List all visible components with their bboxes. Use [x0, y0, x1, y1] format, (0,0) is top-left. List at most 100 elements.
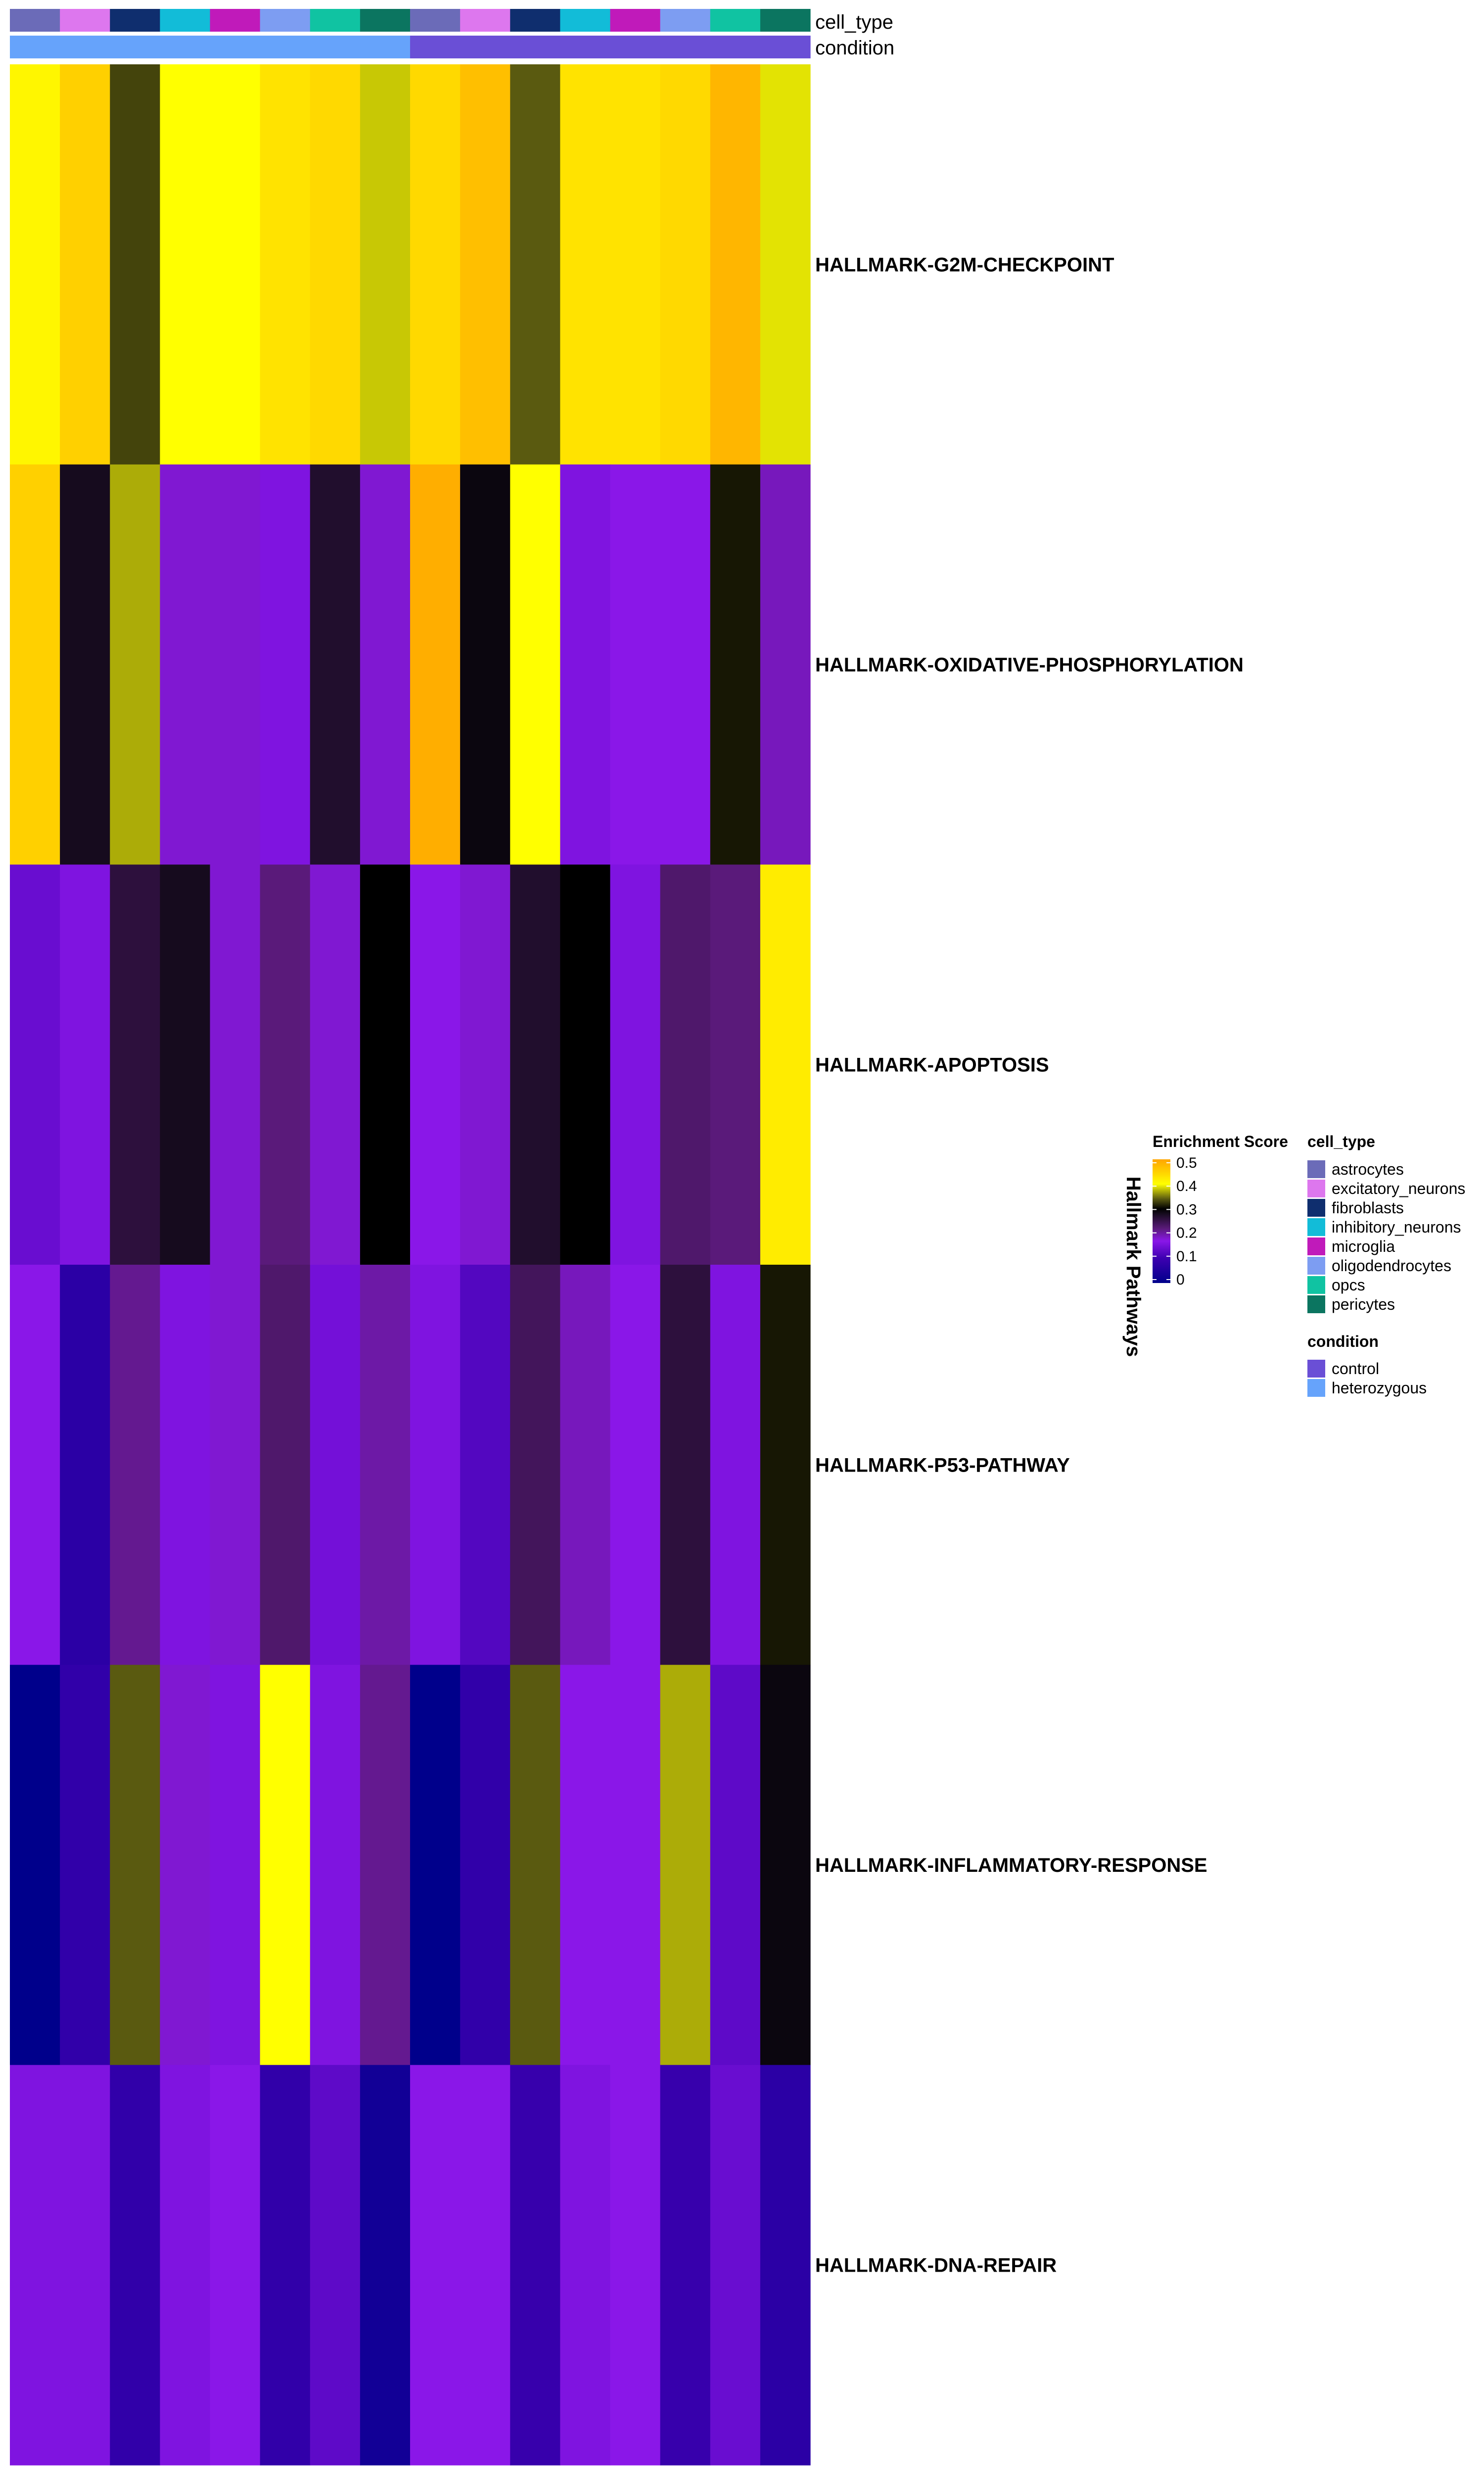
heatmap-cell [10, 464, 60, 865]
heatmap-cell [560, 2065, 611, 2466]
cell-type-annotation-cell [110, 9, 160, 32]
condition-annotation-cell [710, 36, 761, 58]
cell-type-annotation-cell [660, 9, 711, 32]
cell-type-annotation-cell [560, 9, 611, 32]
heatmap-cell [610, 64, 661, 465]
heatmap-cell [110, 864, 160, 1265]
legend-swatch [1307, 1199, 1325, 1217]
heatmap-cell [60, 1665, 110, 2065]
legend-label: inhibitory_neurons [1332, 1218, 1461, 1236]
condition-annotation-cell [610, 36, 661, 58]
heatmap-cell [210, 464, 261, 865]
heatmap-cell [160, 1265, 211, 1665]
heatmap-cell [410, 864, 461, 1265]
cell-type-annotation-cell [410, 9, 461, 32]
heatmap-cell [210, 1665, 261, 2065]
heatmap-cell [260, 1665, 311, 2065]
condition-annotation-cell [460, 36, 510, 58]
cell-type-annotation-cell [760, 9, 811, 32]
heatmap-cell [10, 864, 60, 1265]
heatmap-cell [10, 1265, 60, 1665]
heatmap-cell [360, 464, 411, 865]
condition-legend-title: condition [1307, 1332, 1379, 1350]
heatmap-cell [660, 64, 711, 465]
legend-label: pericytes [1332, 1295, 1395, 1313]
heatmap-cell [460, 64, 510, 465]
heatmap-cell [60, 64, 110, 465]
heatmap-cell [610, 1265, 661, 1665]
heatmap-cell [210, 2065, 261, 2466]
heatmap-cell [410, 1265, 461, 1665]
heatmap-cell [660, 464, 711, 865]
heatmap-cell [410, 1665, 461, 2065]
heatmap-cell [760, 2065, 811, 2466]
heatmap-cell [60, 864, 110, 1265]
row-label: HALLMARK-INFLAMMATORY-RESPONSE [815, 1855, 1207, 1876]
row-label: HALLMARK-G2M-CHECKPOINT [815, 254, 1114, 276]
legend-label: oligodendrocytes [1332, 1257, 1451, 1275]
heatmap-cell [260, 864, 311, 1265]
legend-label: microglia [1332, 1237, 1395, 1255]
heatmap-cell [260, 1265, 311, 1665]
cell-type-annotation-cell [260, 9, 311, 32]
heatmap-cell [560, 464, 611, 865]
heatmap-cell [210, 64, 261, 465]
heatmap-cell [360, 1665, 411, 2065]
heatmap-cell [610, 2065, 661, 2466]
heatmap-cell [210, 864, 261, 1265]
row-label: HALLMARK-DNA-REPAIR [815, 2255, 1057, 2277]
color-scale-tick-label: 0.5 [1176, 1155, 1197, 1171]
condition-annotation-cell [660, 36, 711, 58]
color-scale-tick-label: 0.1 [1176, 1248, 1197, 1265]
heatmap-cell [760, 64, 811, 465]
heatmap-cell [410, 64, 461, 465]
cell-type-annotation-cell [60, 9, 110, 32]
cell-type-annotation-cell [10, 9, 60, 32]
color-scale-tick-label: 0.4 [1176, 1178, 1197, 1194]
heatmap-cell [460, 464, 510, 865]
cell-type-annotation-cell [510, 9, 560, 32]
heatmap-cell [710, 64, 761, 465]
heatmap-cell [260, 464, 311, 865]
heatmap-cell [110, 2065, 160, 2466]
heatmap-cell [760, 1265, 811, 1665]
row-title: Hallmark Pathways [1122, 1177, 1144, 1357]
condition-annotation-cell [210, 36, 261, 58]
heatmap-cell [310, 464, 361, 865]
condition-annotation-cell [360, 36, 411, 58]
heatmap-cell [110, 464, 160, 865]
heatmap-cell [260, 64, 311, 465]
cell-type-annotation-cell [460, 9, 510, 32]
heatmap-cell [610, 864, 661, 1265]
heatmap-cell [110, 1665, 160, 2065]
heatmap-cell [660, 1665, 711, 2065]
heatmap-cell [260, 2065, 311, 2466]
condition-annotation-cell [760, 36, 811, 58]
condition-annotation-label: condition [815, 37, 894, 59]
heatmap-cell [610, 1665, 661, 2065]
heatmap-cell [510, 864, 560, 1265]
heatmap-cell [410, 2065, 461, 2466]
heatmap-cell [110, 64, 160, 465]
heatmap-cell [660, 864, 711, 1265]
heatmap-cell [510, 464, 560, 865]
cell-type-annotation-cell [360, 9, 411, 32]
cell-type-annotation-cell [710, 9, 761, 32]
heatmap-cell [310, 1665, 361, 2065]
heatmap-cell [210, 1265, 261, 1665]
color-scale-bar [1153, 1159, 1170, 1283]
heatmap-cell [160, 464, 211, 865]
color-scale-title: Enrichment Score [1153, 1133, 1288, 1150]
heatmap-cell [360, 2065, 411, 2466]
row-label: HALLMARK-OXIDATIVE-PHOSPHORYLATION [815, 654, 1244, 676]
heatmap-cell [360, 1265, 411, 1665]
heatmap-cell [660, 2065, 711, 2466]
heatmap-cell [710, 2065, 761, 2466]
color-scale-tick-label: 0.3 [1176, 1201, 1197, 1218]
heatmap-cell [560, 64, 611, 465]
legend-swatch [1307, 1379, 1325, 1397]
heatmap-cell [60, 2065, 110, 2466]
heatmap-cell [360, 864, 411, 1265]
cell-type-annotation-cell [310, 9, 361, 32]
